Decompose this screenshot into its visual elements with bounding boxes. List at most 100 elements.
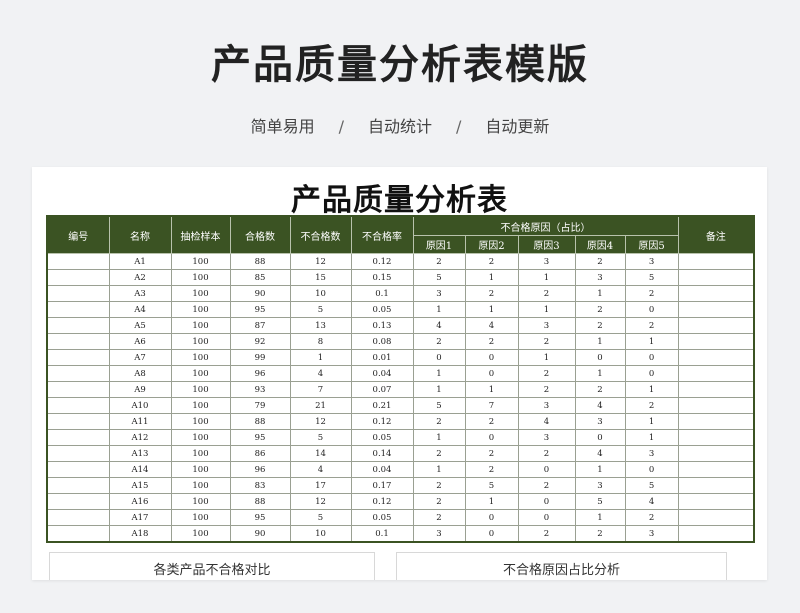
cell-id[interactable] [46, 461, 110, 478]
cell-reason4[interactable]: 2 [574, 317, 626, 334]
cell-rate[interactable]: 0.13 [350, 317, 414, 334]
cell-rate[interactable]: 0.14 [350, 445, 414, 462]
cell-fail[interactable]: 5 [289, 509, 352, 526]
cell-reason1[interactable]: 4 [412, 317, 466, 334]
cell-pass[interactable]: 86 [229, 445, 291, 462]
cell-reason3[interactable]: 1 [517, 301, 576, 318]
cell-sample[interactable]: 100 [170, 317, 231, 334]
cell-note[interactable] [677, 317, 755, 334]
cell-reason1[interactable]: 2 [412, 333, 466, 350]
cell-fail[interactable]: 10 [289, 525, 352, 543]
cell-fail[interactable]: 7 [289, 381, 352, 398]
cell-reason1[interactable]: 5 [412, 397, 466, 414]
cell-id[interactable] [46, 413, 110, 430]
cell-sample[interactable]: 100 [170, 493, 231, 510]
cell-reason4[interactable]: 1 [574, 333, 626, 350]
cell-rate[interactable]: 0.17 [350, 477, 414, 494]
cell-note[interactable] [677, 365, 755, 382]
cell-reason1[interactable]: 1 [412, 429, 466, 446]
cell-reason4[interactable]: 1 [574, 365, 626, 382]
cell-reason3[interactable]: 0 [517, 493, 576, 510]
cell-rate[interactable]: 0.07 [350, 381, 414, 398]
cell-id[interactable] [46, 285, 110, 302]
cell-reason3[interactable]: 3 [517, 317, 576, 334]
cell-pass[interactable]: 95 [229, 509, 291, 526]
cell-sample[interactable]: 100 [170, 429, 231, 446]
cell-reason2[interactable]: 2 [464, 461, 519, 478]
cell-id[interactable] [46, 429, 110, 446]
cell-reason3[interactable]: 3 [517, 253, 576, 270]
cell-reason3[interactable]: 1 [517, 269, 576, 286]
cell-reason3[interactable]: 0 [517, 509, 576, 526]
cell-pass[interactable]: 87 [229, 317, 291, 334]
cell-sample[interactable]: 100 [170, 365, 231, 382]
cell-reason1[interactable]: 2 [412, 493, 466, 510]
cell-name[interactable]: A14 [108, 461, 172, 478]
cell-reason1[interactable]: 2 [412, 477, 466, 494]
cell-reason4[interactable]: 3 [574, 413, 626, 430]
cell-pass[interactable]: 96 [229, 461, 291, 478]
cell-reason2[interactable]: 2 [464, 285, 519, 302]
cell-rate[interactable]: 0.1 [350, 285, 414, 302]
cell-name[interactable]: A11 [108, 413, 172, 430]
cell-name[interactable]: A3 [108, 285, 172, 302]
cell-note[interactable] [677, 333, 755, 350]
cell-reason4[interactable]: 3 [574, 269, 626, 286]
cell-name[interactable]: A4 [108, 301, 172, 318]
cell-sample[interactable]: 100 [170, 525, 231, 543]
cell-fail[interactable]: 12 [289, 493, 352, 510]
cell-pass[interactable]: 79 [229, 397, 291, 414]
cell-fail[interactable]: 4 [289, 365, 352, 382]
cell-reason3[interactable]: 0 [517, 461, 576, 478]
cell-sample[interactable]: 100 [170, 301, 231, 318]
cell-fail[interactable]: 12 [289, 413, 352, 430]
cell-sample[interactable]: 100 [170, 397, 231, 414]
cell-name[interactable]: A1 [108, 253, 172, 270]
cell-fail[interactable]: 5 [289, 301, 352, 318]
cell-reason4[interactable]: 2 [574, 381, 626, 398]
cell-reason5[interactable]: 5 [624, 477, 679, 494]
cell-reason5[interactable]: 0 [624, 365, 679, 382]
cell-reason3[interactable]: 2 [517, 333, 576, 350]
cell-reason3[interactable]: 3 [517, 429, 576, 446]
cell-note[interactable] [677, 461, 755, 478]
cell-reason2[interactable]: 2 [464, 333, 519, 350]
cell-id[interactable] [46, 301, 110, 318]
cell-fail[interactable]: 1 [289, 349, 352, 366]
cell-id[interactable] [46, 445, 110, 462]
cell-id[interactable] [46, 525, 110, 543]
cell-name[interactable]: A6 [108, 333, 172, 350]
cell-fail[interactable]: 13 [289, 317, 352, 334]
cell-rate[interactable]: 0.15 [350, 269, 414, 286]
cell-reason5[interactable]: 2 [624, 285, 679, 302]
cell-reason2[interactable]: 1 [464, 381, 519, 398]
cell-reason5[interactable]: 1 [624, 429, 679, 446]
cell-name[interactable]: A13 [108, 445, 172, 462]
cell-name[interactable]: A2 [108, 269, 172, 286]
cell-rate[interactable]: 0.05 [350, 429, 414, 446]
cell-fail[interactable]: 5 [289, 429, 352, 446]
cell-rate[interactable]: 0.12 [350, 493, 414, 510]
cell-note[interactable] [677, 381, 755, 398]
cell-reason4[interactable]: 3 [574, 477, 626, 494]
cell-note[interactable] [677, 253, 755, 270]
cell-pass[interactable]: 90 [229, 285, 291, 302]
cell-reason3[interactable]: 2 [517, 477, 576, 494]
cell-rate[interactable]: 0.12 [350, 253, 414, 270]
cell-fail[interactable]: 8 [289, 333, 352, 350]
cell-name[interactable]: A5 [108, 317, 172, 334]
cell-pass[interactable]: 95 [229, 301, 291, 318]
cell-reason1[interactable]: 2 [412, 445, 466, 462]
cell-pass[interactable]: 92 [229, 333, 291, 350]
cell-note[interactable] [677, 477, 755, 494]
cell-reason2[interactable]: 0 [464, 349, 519, 366]
cell-note[interactable] [677, 509, 755, 526]
cell-reason2[interactable]: 0 [464, 525, 519, 543]
cell-reason4[interactable]: 2 [574, 525, 626, 543]
cell-reason4[interactable]: 5 [574, 493, 626, 510]
cell-sample[interactable]: 100 [170, 285, 231, 302]
cell-reason3[interactable]: 4 [517, 413, 576, 430]
cell-reason2[interactable]: 0 [464, 365, 519, 382]
cell-reason3[interactable]: 2 [517, 445, 576, 462]
cell-id[interactable] [46, 317, 110, 334]
